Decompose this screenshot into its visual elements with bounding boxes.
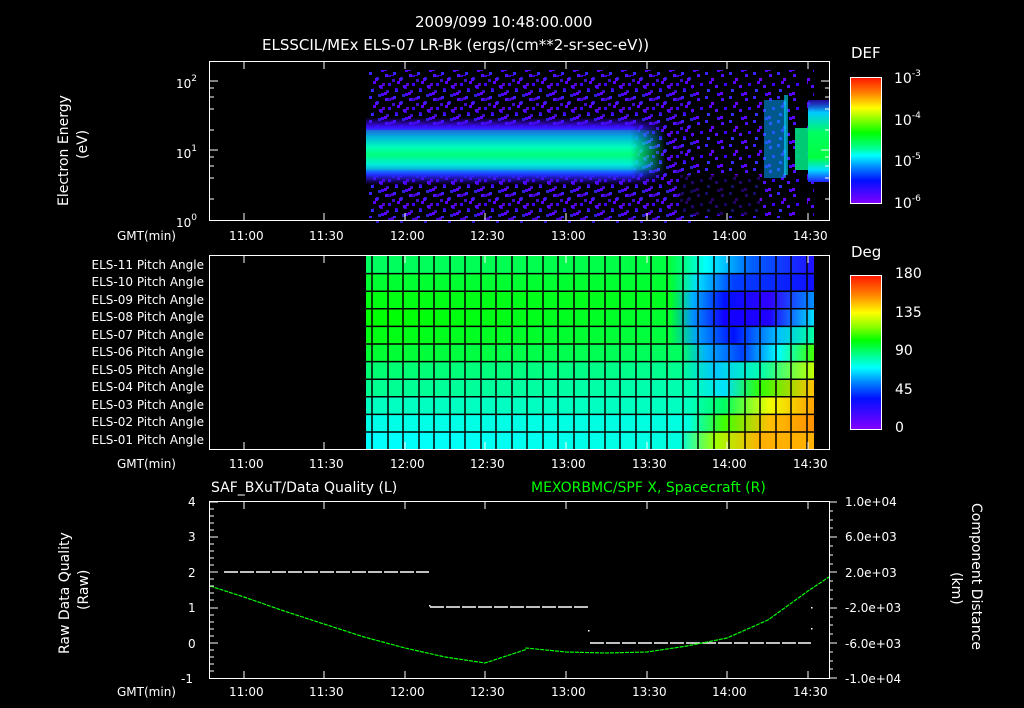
gmt-axis-label-2: GMT(min) bbox=[117, 457, 176, 471]
def-tick-1e-6: 10-6 bbox=[894, 194, 921, 212]
pitch-angle-frame bbox=[209, 255, 830, 450]
deg-tick-135: 135 bbox=[895, 305, 922, 321]
component-distance-axis-label: Component Distance bbox=[968, 503, 984, 650]
deg-tick-45: 45 bbox=[895, 382, 913, 398]
spf-tick-6e3: 6.0e+03 bbox=[845, 530, 897, 544]
deg-colorbar bbox=[850, 275, 882, 430]
dq-tick-2: 2 bbox=[188, 566, 196, 580]
dq-tick-neg1: -1 bbox=[181, 672, 193, 686]
deg-colorbar-title: Deg bbox=[851, 243, 882, 261]
dq-tick-1: 1 bbox=[188, 601, 196, 615]
energy-tick-1: 100 bbox=[176, 213, 198, 230]
spectrogram-frame bbox=[209, 61, 830, 221]
def-tick-1e-3: 10-3 bbox=[894, 69, 921, 87]
dq-tick-4: 4 bbox=[188, 495, 196, 509]
spf-tick-neg6e3: -6.0e+03 bbox=[845, 637, 902, 651]
energy-tick-10: 101 bbox=[176, 144, 198, 161]
data-quality-frame bbox=[209, 501, 830, 679]
spf-tick-neg1e4: -1.0e+04 bbox=[845, 672, 902, 686]
deg-tick-180: 180 bbox=[895, 266, 922, 282]
energy-tick-100: 102 bbox=[176, 74, 198, 91]
data-quality-title: SAF_BXuT/Data Quality (L) bbox=[211, 480, 398, 496]
dq-tick-3: 3 bbox=[188, 530, 196, 544]
deg-tick-90: 90 bbox=[895, 343, 913, 359]
gmt-axis-label-1: GMT(min) bbox=[117, 229, 176, 243]
component-distance-axis-unit: (km) bbox=[948, 572, 964, 605]
spf-tick-neg2e3: -2.0e+03 bbox=[845, 601, 902, 615]
def-colorbar-title: DEF bbox=[851, 44, 881, 62]
spf-x-title: MEXORBMC/SPF X, Spacecraft (R) bbox=[531, 480, 766, 496]
plot-title: ELSSCIL/MEx ELS-07 LR-Bk (ergs/(cm**2-sr… bbox=[262, 36, 650, 54]
spf-tick-2e3: 2.0e+03 bbox=[845, 566, 897, 580]
plot-timestamp: 2009/099 10:48:00.000 bbox=[415, 13, 593, 31]
def-colorbar bbox=[850, 77, 882, 204]
spf-tick-1e4: 1.0e+04 bbox=[845, 495, 897, 509]
gmt-axis-label-3: GMT(min) bbox=[117, 685, 176, 699]
def-tick-1e-4: 10-4 bbox=[894, 111, 921, 129]
deg-tick-0: 0 bbox=[895, 420, 904, 436]
dq-tick-0: 0 bbox=[188, 637, 196, 651]
def-tick-1e-5: 10-5 bbox=[894, 152, 921, 170]
